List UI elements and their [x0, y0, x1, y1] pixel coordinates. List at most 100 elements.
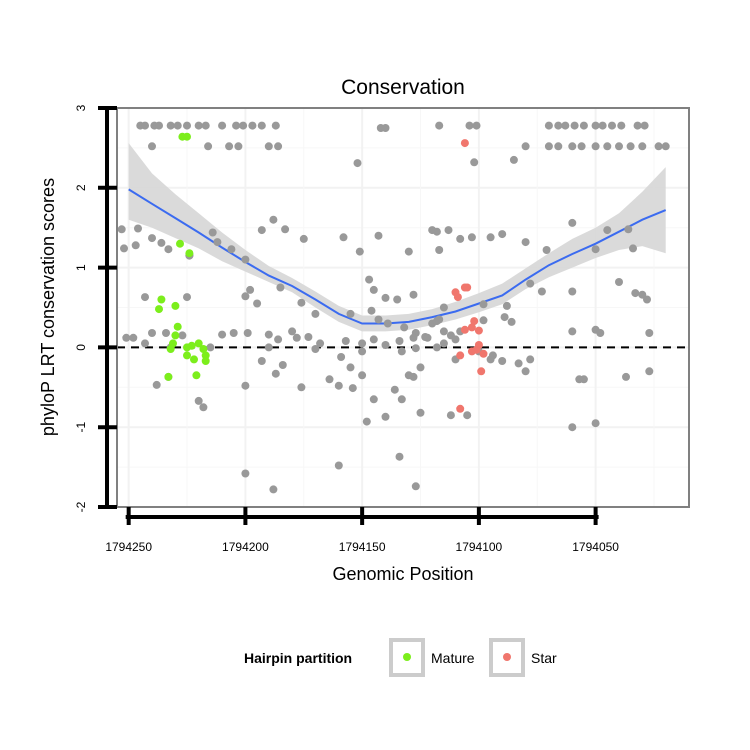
data-point-other	[353, 159, 362, 168]
data-point-other	[381, 124, 390, 132]
data-point-other	[257, 357, 266, 365]
data-point-other	[643, 295, 651, 304]
data-point-star	[453, 293, 462, 302]
data-point-other	[166, 121, 175, 130]
data-point-other	[579, 121, 588, 130]
data-point-other	[404, 247, 413, 256]
data-point-other	[297, 298, 306, 307]
data-point-other	[311, 345, 320, 353]
data-point-other	[568, 218, 577, 227]
data-point-other	[299, 234, 308, 243]
data-point-mature	[201, 357, 210, 365]
y-tick-label: -2	[74, 501, 88, 512]
data-point-other	[234, 142, 243, 151]
x-tick-label: 1794050	[572, 540, 619, 554]
data-point-other	[369, 335, 378, 344]
data-point-other	[278, 361, 287, 369]
data-point-other	[603, 226, 612, 235]
data-point-other	[661, 142, 670, 151]
points-star	[451, 139, 488, 413]
data-point-other	[271, 121, 280, 130]
data-point-other	[362, 417, 371, 426]
data-point-other	[131, 241, 140, 250]
data-point-other	[514, 359, 523, 368]
x-tick-label: 1794250	[105, 540, 152, 554]
data-point-other	[395, 337, 404, 345]
data-point-mature	[187, 341, 196, 350]
data-point-mature	[190, 355, 198, 364]
data-point-other	[470, 158, 479, 167]
data-point-other	[439, 327, 448, 336]
data-point-other	[561, 121, 570, 130]
data-point-other	[341, 337, 350, 345]
data-point-other	[568, 327, 577, 336]
data-point-other	[208, 228, 217, 237]
data-point-star	[477, 367, 486, 376]
data-point-mature	[201, 351, 210, 360]
data-point-star	[460, 283, 469, 292]
data-point-other	[141, 121, 149, 130]
data-point-other	[304, 333, 313, 341]
x-tick-label: 1794100	[456, 540, 503, 554]
data-point-other	[229, 329, 238, 337]
data-point-other	[645, 367, 654, 376]
data-point-other	[248, 121, 257, 130]
data-point-other	[358, 347, 367, 356]
data-point-other	[591, 121, 600, 130]
data-point-other	[264, 343, 273, 352]
data-point-other	[411, 344, 420, 353]
data-point-other	[521, 238, 530, 247]
legend-label-mature: Mature	[431, 650, 475, 666]
y-tick-label: 3	[74, 104, 88, 111]
legend-dot-mature	[403, 653, 411, 661]
data-point-star	[470, 317, 479, 326]
data-point-other	[544, 142, 553, 151]
data-point-other	[241, 381, 250, 390]
data-point-other	[239, 121, 248, 130]
data-point-other	[383, 319, 392, 328]
data-point-other	[446, 411, 455, 420]
data-point-other	[608, 121, 616, 130]
x-axis-title: Genomic Position	[332, 564, 473, 584]
data-point-other	[218, 330, 227, 339]
data-point-other	[355, 247, 364, 256]
data-point-other	[194, 396, 203, 405]
data-point-other	[638, 142, 647, 151]
data-point-other	[568, 287, 577, 296]
data-point-other	[509, 155, 518, 164]
data-point-other	[416, 408, 425, 417]
data-point-other	[274, 142, 283, 151]
data-point-other	[626, 142, 635, 151]
data-point-other	[155, 121, 163, 130]
data-point-other	[241, 255, 250, 264]
data-point-other	[439, 339, 448, 348]
data-point-other	[173, 121, 182, 130]
data-point-other	[348, 384, 357, 393]
y-tick-label: 1	[74, 264, 88, 271]
data-point-other	[367, 306, 376, 315]
data-point-other	[232, 121, 241, 130]
data-point-other	[199, 403, 208, 412]
data-point-other	[369, 285, 378, 294]
data-point-other	[243, 329, 252, 337]
data-point-other	[615, 278, 623, 286]
data-point-other	[337, 353, 346, 361]
data-point-other	[201, 121, 210, 130]
data-point-other	[395, 452, 404, 461]
data-point-mature	[171, 301, 180, 310]
data-point-other	[178, 331, 187, 340]
data-point-other	[141, 339, 149, 348]
data-point-other	[463, 411, 472, 420]
data-point-mature	[155, 305, 163, 314]
data-point-star	[460, 325, 469, 334]
data-point-other	[411, 482, 420, 491]
data-point-other	[596, 329, 605, 337]
data-point-mature	[183, 351, 191, 360]
data-point-other	[579, 375, 588, 384]
data-point-other	[526, 355, 535, 364]
data-point-other	[334, 461, 343, 470]
data-point-other	[500, 313, 509, 322]
y-tick-label: 0	[74, 344, 88, 351]
data-point-star	[456, 351, 465, 360]
data-point-other	[640, 121, 649, 130]
